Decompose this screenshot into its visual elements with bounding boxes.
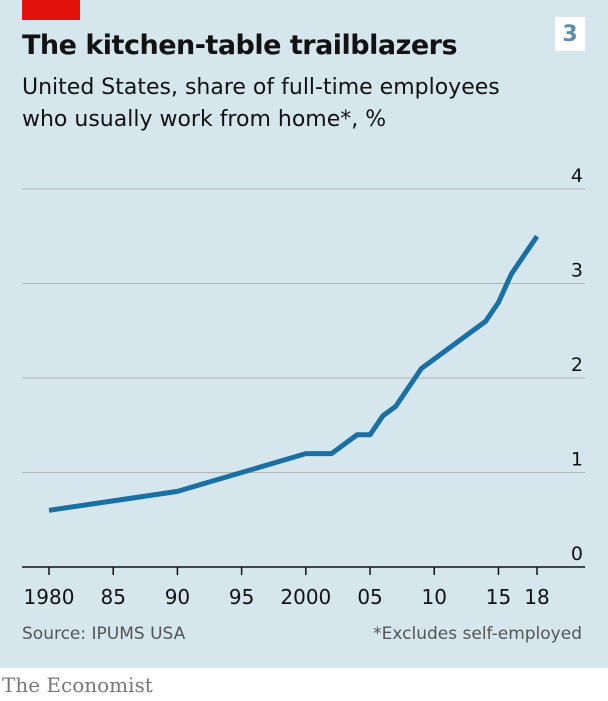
x-tick-label: 10 <box>422 585 447 609</box>
x-tick-label: 1980 <box>24 585 75 609</box>
chart-number-badge: 3 <box>552 14 588 54</box>
footnote: *Excludes self-employed <box>373 624 582 644</box>
subtitle-line-1: United States, share of full-time employ… <box>22 75 500 100</box>
y-tick-label: 0 <box>571 543 583 565</box>
y-tick-label: 2 <box>571 354 583 376</box>
x-tick-label: 95 <box>229 585 254 609</box>
chart-subtitle: United States, share of full-time employ… <box>22 72 582 136</box>
subtitle-line-2: who usually work from home*, % <box>22 107 387 132</box>
y-tick-label: 3 <box>571 260 583 282</box>
series-line <box>48 234 540 513</box>
x-tick-label: 90 <box>165 585 190 609</box>
brand-red-tag <box>22 0 80 20</box>
y-tick-label: 4 <box>571 165 583 187</box>
x-tick-label: 2000 <box>280 585 331 609</box>
x-tick-label: 05 <box>357 585 382 609</box>
economist-brand: The Economist <box>2 673 153 697</box>
y-tick-label: 1 <box>571 449 583 471</box>
source-note: Source: IPUMS USA <box>22 624 186 644</box>
x-tick-label: 85 <box>100 585 125 609</box>
chart-panel <box>0 0 608 668</box>
x-tick-label: 15 <box>486 585 511 609</box>
x-tick-label: 18 <box>524 585 549 609</box>
chart-title: The kitchen-table trailblazers <box>22 30 458 61</box>
line-chart: 0 1 2 3 4 1980 85 90 95 2000 05 10 15 18 <box>22 165 585 609</box>
